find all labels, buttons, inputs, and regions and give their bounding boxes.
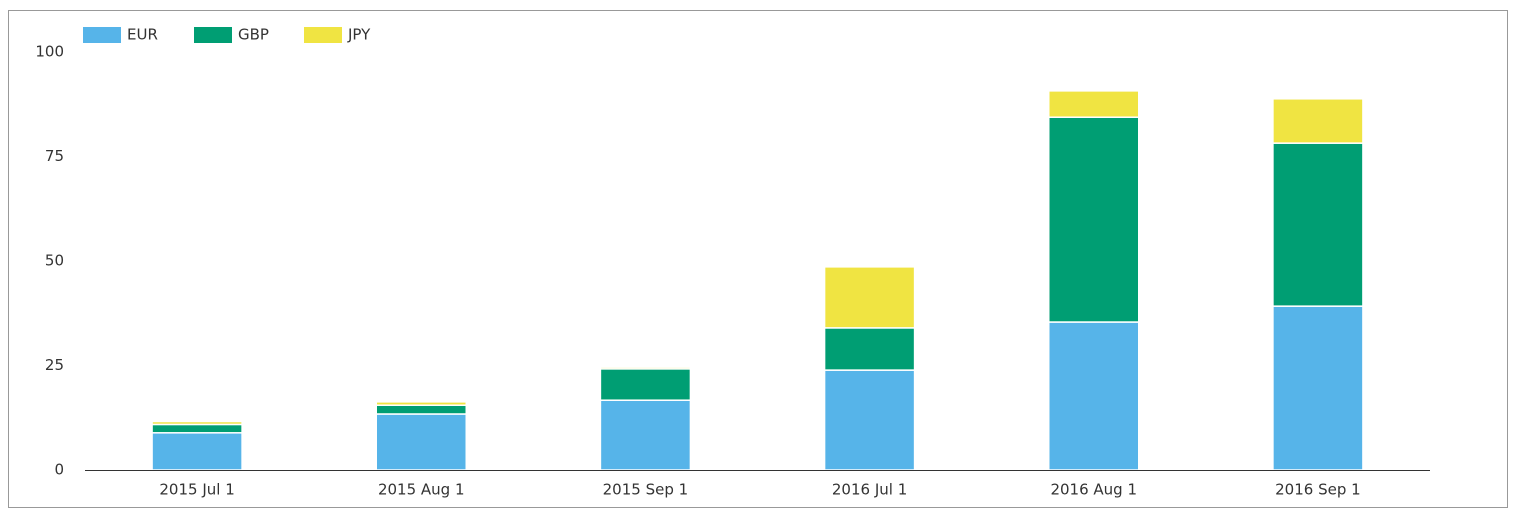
- bar-segment: [823, 266, 916, 329]
- bar-segment: [375, 413, 467, 471]
- bar-segment: [151, 432, 243, 471]
- bar-segment: [1272, 305, 1364, 471]
- x-tick-label: 2016 Aug 1: [1050, 481, 1137, 499]
- legend-swatch: [194, 27, 232, 43]
- y-tick-label: 25: [45, 356, 64, 374]
- bar-segment: [151, 423, 243, 434]
- bar-segment: [375, 404, 467, 415]
- y-tick-label: 0: [54, 461, 64, 479]
- y-tick-label: 100: [35, 43, 64, 61]
- bar-segment: [1272, 142, 1364, 307]
- y-tick-label: 75: [45, 147, 64, 165]
- bar-segment: [375, 401, 467, 406]
- x-tick-label: 2015 Jul 1: [159, 481, 234, 499]
- legend-label: EUR: [127, 26, 158, 44]
- bar-segment: [1048, 321, 1140, 471]
- bar-segment: [151, 420, 243, 426]
- x-tick-label: 2016 Sep 1: [1275, 481, 1361, 499]
- bar-segment: [1048, 90, 1140, 118]
- x-tick-label: 2015 Sep 1: [603, 481, 689, 499]
- bar-segment: [1272, 98, 1364, 144]
- legend-label: GBP: [238, 26, 269, 44]
- bar-segment: [1048, 116, 1140, 323]
- x-tick-label: 2015 Aug 1: [378, 481, 465, 499]
- bar-segment: [599, 399, 692, 471]
- legend-swatch: [83, 27, 121, 43]
- chart-frame: [8, 10, 1508, 508]
- bar-segment: [823, 327, 916, 371]
- bar-segment: [599, 366, 692, 370]
- bar-segment: [599, 368, 692, 401]
- x-tick-label: 2016 Jul 1: [832, 481, 907, 499]
- y-tick-label: 50: [45, 252, 64, 270]
- legend-swatch: [304, 27, 342, 43]
- legend-label: JPY: [347, 26, 371, 44]
- bar-segment: [823, 369, 916, 471]
